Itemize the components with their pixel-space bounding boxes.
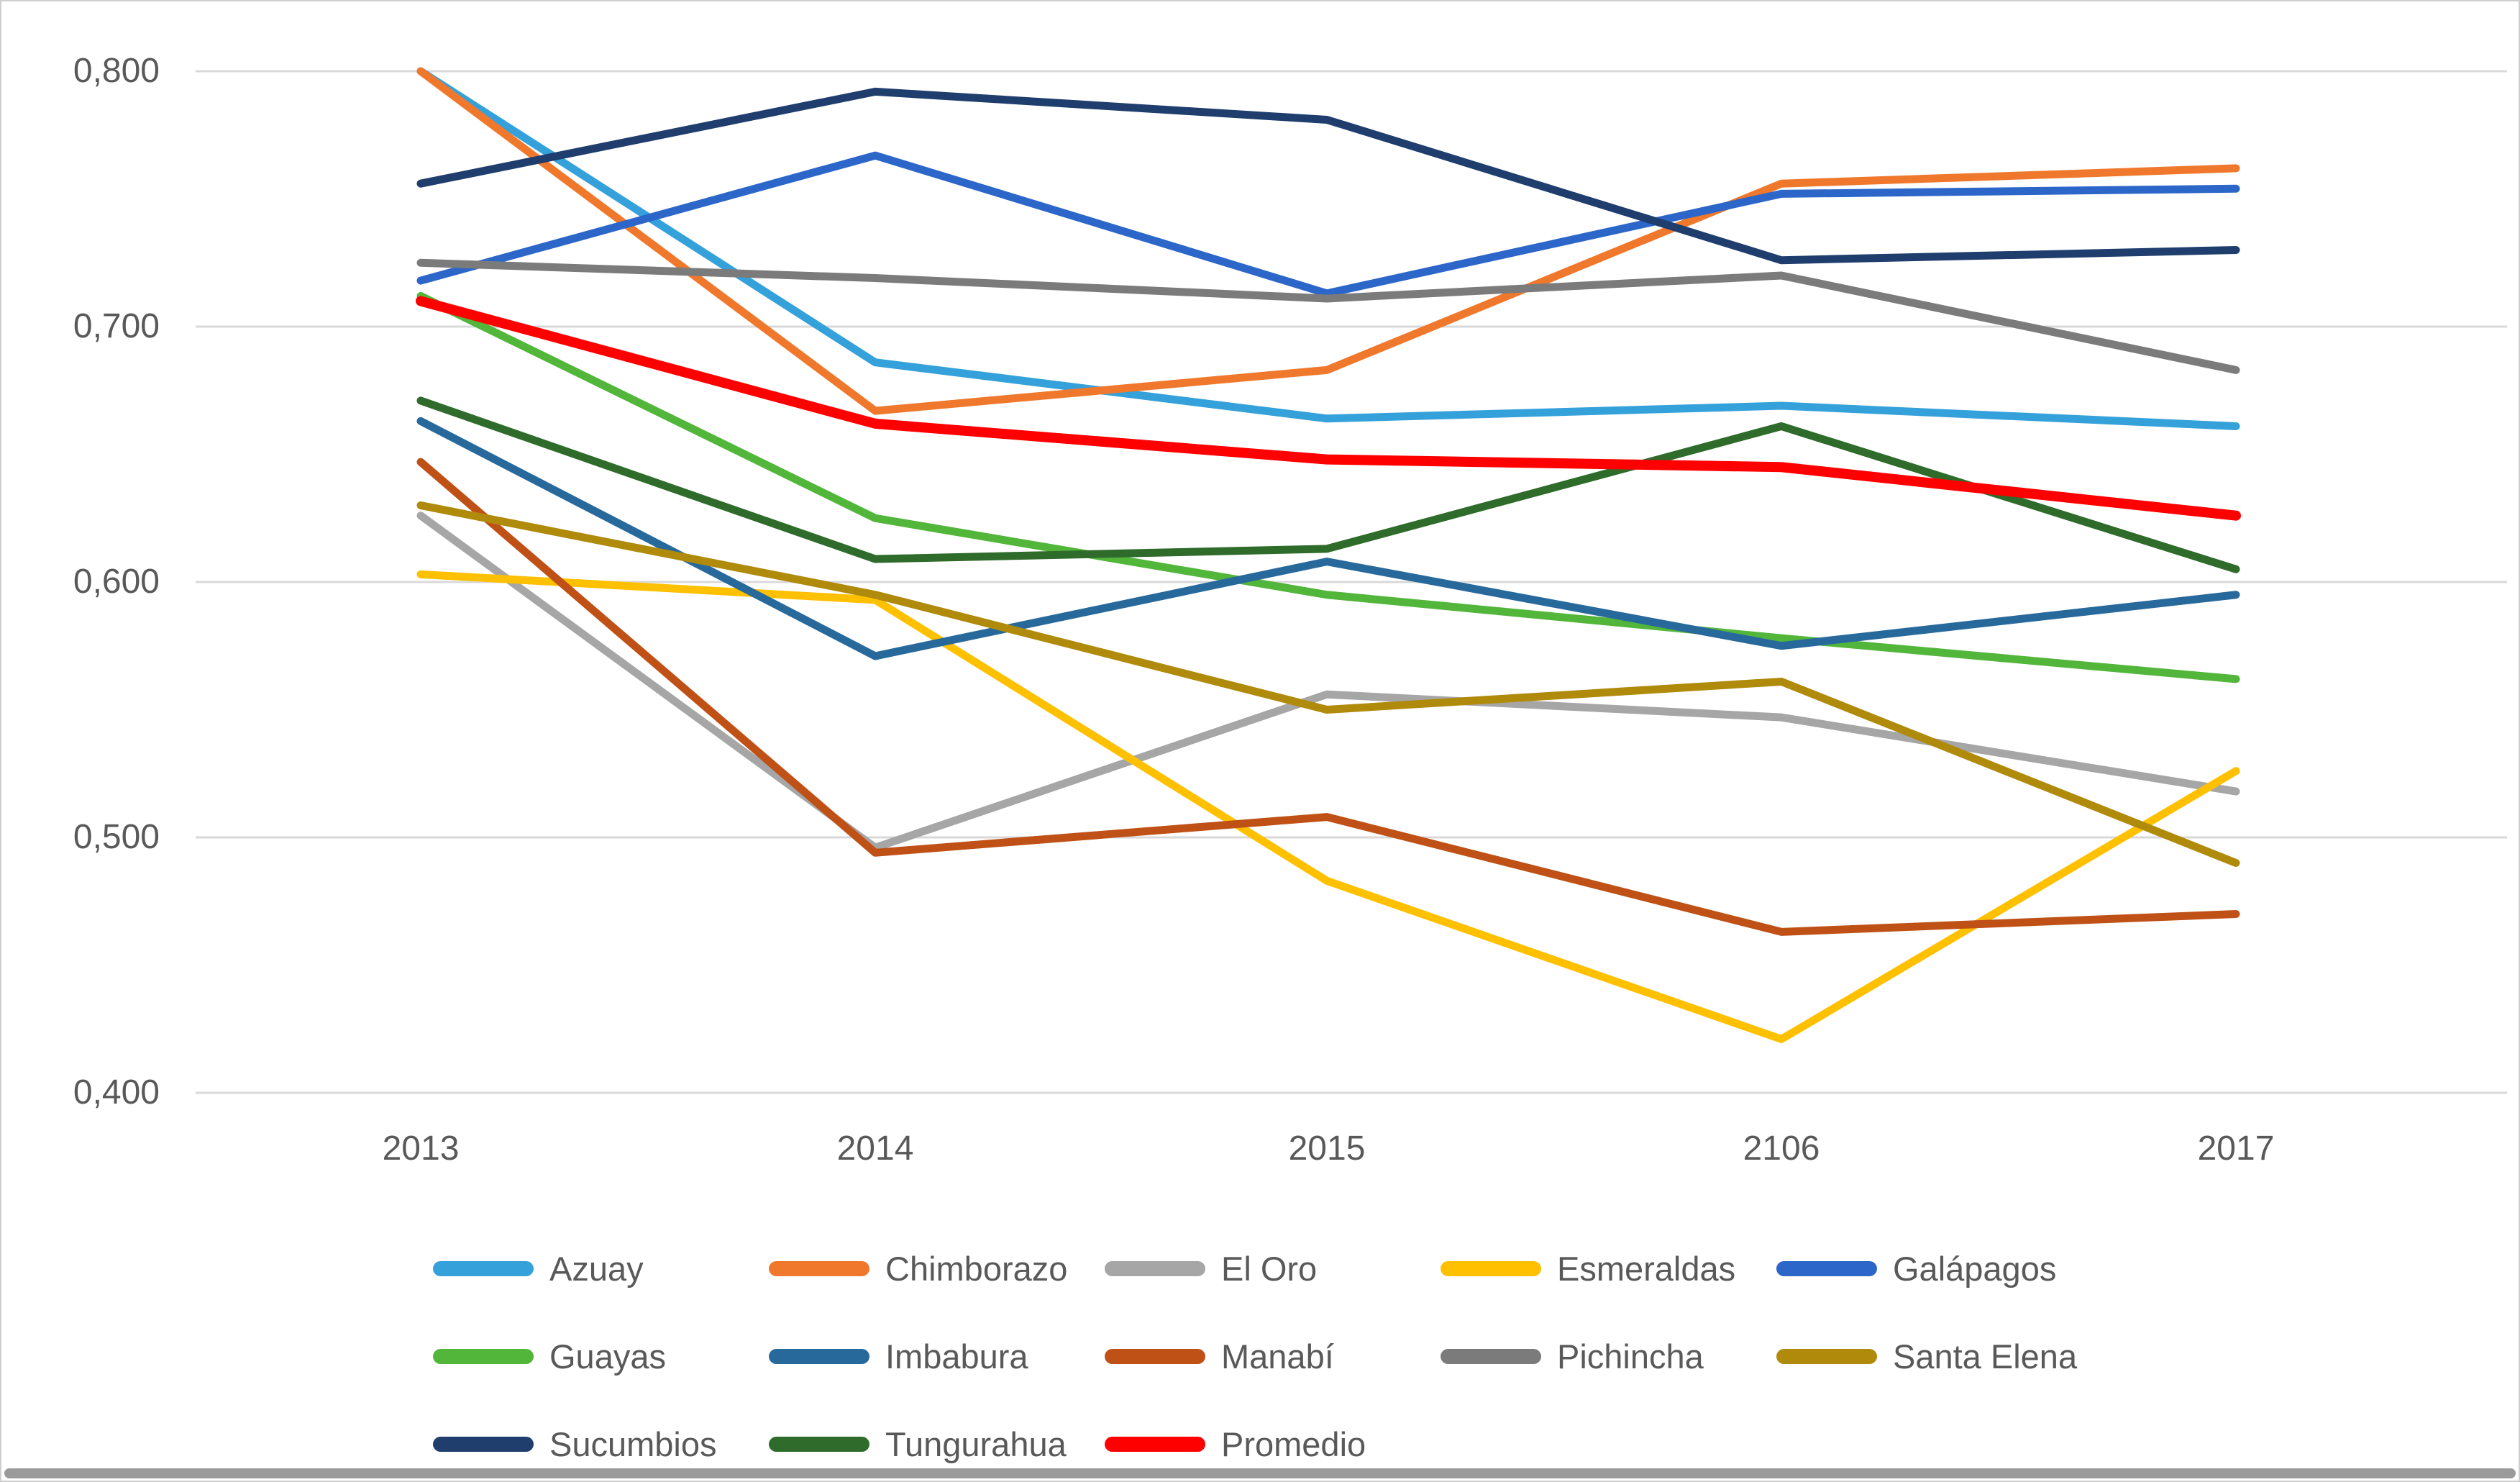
legend-label: Pichincha <box>1557 1337 1704 1376</box>
legend-line-swatch-icon <box>433 1260 534 1276</box>
legend-item-Esmeraldas[interactable]: Esmeraldas <box>1441 1249 1776 1288</box>
legend-line-swatch-icon <box>769 1436 869 1452</box>
y-tick-label: 0,400 <box>73 1073 160 1112</box>
legend-row: Azuay Chimborazo El Oro Esmeraldas Galápagos <box>433 1224 2112 1312</box>
legend-label: Sucumbios <box>549 1424 717 1463</box>
legend-line-swatch-icon <box>1105 1348 1205 1364</box>
series-line-Manabí[interactable] <box>416 458 2240 936</box>
legend-line-swatch-icon <box>433 1436 534 1452</box>
series-line-Imbabura[interactable] <box>416 417 2240 660</box>
series-line-Sucumbios[interactable] <box>416 87 2240 265</box>
series-line-Guayas[interactable] <box>416 291 2240 683</box>
legend-line-swatch-icon <box>769 1348 869 1364</box>
legend-item-Manabí[interactable]: Manabí <box>1105 1337 1441 1376</box>
legend-label: Santa Elena <box>1893 1337 2078 1376</box>
legend-line-swatch-icon <box>433 1348 534 1364</box>
legend-line-swatch-icon <box>1776 1260 1877 1276</box>
y-tick-label: 0,500 <box>73 818 160 856</box>
legend-item-Pichincha[interactable]: Pichincha <box>1441 1337 1776 1376</box>
legend-item-Azuay[interactable]: Azuay <box>433 1249 769 1288</box>
legend-item-Imbabura[interactable]: Imbabura <box>769 1337 1105 1376</box>
legend-item-Tungurahua[interactable]: Tungurahua <box>769 1424 1105 1464</box>
legend-line-swatch-icon <box>1105 1436 1205 1452</box>
legend-label: Azuay <box>549 1249 644 1288</box>
legend-item-Santa Elena[interactable]: Santa Elena <box>1776 1337 2112 1376</box>
legend-line-swatch-icon <box>1441 1260 1541 1276</box>
legend-label: Galápagos <box>1893 1249 2057 1288</box>
horizontal-scrollbar[interactable] <box>4 1468 2516 1478</box>
x-tick-label: 2014 <box>836 1129 914 1168</box>
x-tick-label: 2015 <box>1288 1129 1366 1168</box>
x-tick-label: 2106 <box>1743 1129 1820 1168</box>
y-tick-label: 0,700 <box>73 307 160 345</box>
series-line-Tungurahua[interactable] <box>416 396 2240 573</box>
series-line-Esmeraldas[interactable] <box>416 570 2240 1043</box>
legend-item-Chimborazo[interactable]: Chimborazo <box>769 1249 1105 1288</box>
legend-item-Sucumbios[interactable]: Sucumbios <box>433 1424 769 1464</box>
series-line-Azuay[interactable] <box>416 67 2240 430</box>
legend-line-swatch-icon <box>1105 1260 1205 1276</box>
legend-label: Manabí <box>1221 1337 1334 1376</box>
legend-line-swatch-icon <box>1776 1348 1877 1364</box>
legend-line-swatch-icon <box>769 1260 869 1276</box>
series-line-Galápagos[interactable] <box>416 151 2240 298</box>
legend-row: Guayas Imbabura Manabí Pichincha Santa Elena <box>433 1312 2112 1400</box>
legend-row: Sucumbios Tungurahua Promedio <box>433 1400 2112 1481</box>
x-tick-label: 2017 <box>2197 1129 2275 1168</box>
legend-label: El Oro <box>1221 1249 1318 1288</box>
x-tick-label: 2013 <box>382 1129 460 1168</box>
series-line-Promedio[interactable] <box>416 296 2241 521</box>
y-tick-label: 0,800 <box>73 52 160 90</box>
series-line-Santa Elena[interactable] <box>416 501 2240 867</box>
legend-item-Galápagos[interactable]: Galápagos <box>1776 1249 2112 1288</box>
legend-item-Guayas[interactable]: Guayas <box>433 1337 769 1376</box>
series-line-Pichincha[interactable] <box>416 258 2240 374</box>
legend: Azuay Chimborazo El Oro Esmeraldas Galápagos… <box>433 1224 2112 1481</box>
y-tick-label: 0,600 <box>73 563 160 601</box>
series-line-Chimborazo[interactable] <box>416 67 2240 415</box>
legend-label: Promedio <box>1221 1424 1366 1463</box>
legend-label: Imbabura <box>885 1337 1028 1376</box>
legend-label: Guayas <box>549 1337 666 1376</box>
legend-line-swatch-icon <box>1441 1348 1541 1364</box>
legend-label: Esmeraldas <box>1557 1249 1736 1288</box>
legend-label: Tungurahua <box>885 1424 1067 1463</box>
legend-label: Chimborazo <box>885 1249 1068 1288</box>
legend-item-El Oro[interactable]: El Oro <box>1105 1249 1441 1288</box>
legend-item-Promedio[interactable]: Promedio <box>1105 1424 1441 1464</box>
